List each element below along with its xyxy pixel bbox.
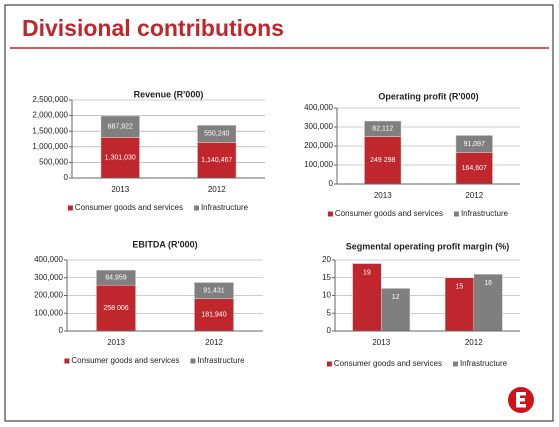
legend-label: Consumer goods and services: [334, 359, 442, 368]
value-label: 12: [392, 294, 400, 301]
legend: Consumer goods and services Infrastructur…: [67, 203, 249, 212]
legend-label: Infrastructure: [201, 203, 249, 212]
value-label: 1,301,030: [105, 155, 136, 162]
legend-label: Consumer goods and services: [71, 356, 179, 365]
value-label: 258 006: [103, 305, 128, 312]
x-tick-label: 2012: [465, 191, 483, 200]
y-tick-label: 15: [322, 273, 331, 282]
bar-segment: [194, 298, 234, 332]
chart-title: EBITDA (R'000): [132, 239, 197, 249]
bar-segment: [197, 142, 237, 179]
chart-panel: EBITDA (R'000) 0 100,000 200,000 300,000 400,…: [34, 239, 263, 365]
y-tick-label: 400,000: [34, 255, 63, 264]
legend: Consumer goods and services Infrastructur…: [327, 209, 509, 218]
value-label: 16: [484, 280, 492, 287]
legend-marker: [452, 361, 458, 367]
page-title: Divisional contributions: [22, 15, 284, 41]
value-label: 91,097: [464, 141, 486, 148]
value-label: 19: [363, 269, 371, 276]
bar-segment: [455, 135, 493, 153]
legend: Consumer goods and services Infrastructur…: [64, 356, 245, 365]
value-label: 1,140,467: [201, 157, 232, 164]
y-tick-label: 1,000,000: [32, 142, 68, 151]
y-tick-label: 100,000: [304, 160, 333, 169]
legend-marker: [193, 205, 199, 211]
value-label: 82,112: [372, 126, 393, 133]
legend-label: Consumer goods and services: [75, 203, 183, 212]
x-tick-label: 2012: [205, 338, 223, 347]
bar-segment: [100, 115, 140, 138]
logo: [508, 387, 534, 413]
value-label: 181,940: [201, 312, 226, 319]
y-tick-label: 0: [64, 173, 69, 182]
chart-title: Operating profit (R'000): [378, 91, 478, 101]
legend-label: Consumer goods and services: [335, 209, 443, 218]
y-tick-label: 2,000,000: [32, 111, 68, 120]
bar-segment: [100, 137, 140, 179]
value-label: 164,607: [462, 165, 487, 172]
bar: [381, 288, 411, 332]
y-tick-label: 0: [327, 326, 332, 335]
bar-segment: [96, 269, 136, 286]
slide-border: [4, 4, 554, 422]
y-tick-label: 2,500,000: [32, 95, 68, 104]
bar-segment: [364, 136, 402, 185]
legend: Consumer goods and services Infrastructur…: [326, 359, 508, 368]
chart-title: Segmental operating profit margin (%): [346, 241, 510, 251]
bar-segment: [364, 120, 402, 137]
y-tick-label: 300,000: [34, 273, 63, 282]
value-label: 550,240: [204, 131, 229, 138]
y-tick-label: 200,000: [304, 141, 333, 150]
legend-label: Infrastructure: [460, 359, 508, 368]
bar-segment: [197, 124, 237, 143]
x-tick-label: 2013: [372, 338, 390, 347]
y-tick-label: 100,000: [34, 308, 63, 317]
y-tick-label: 500,000: [39, 158, 68, 167]
y-tick-label: 10: [322, 291, 331, 300]
legend-marker: [327, 211, 333, 217]
x-tick-label: 2013: [111, 185, 129, 194]
legend-marker: [64, 358, 70, 364]
bar: [352, 263, 382, 332]
bar-segment: [455, 152, 493, 185]
legend-marker: [190, 358, 196, 364]
x-tick-label: 2013: [107, 338, 125, 347]
value-label: 687,922: [108, 124, 133, 131]
y-tick-label: 400,000: [304, 103, 333, 112]
chart-title: Revenue (R'000): [134, 89, 204, 99]
y-tick-label: 0: [329, 179, 334, 188]
y-tick-label: 5: [327, 308, 332, 317]
x-tick-label: 2013: [374, 191, 392, 200]
x-tick-label: 2012: [465, 338, 483, 347]
chart-panel: Segmental operating profit margin (%) 0 5 1…: [322, 241, 520, 368]
value-label: 249 298: [370, 157, 395, 164]
y-tick-label: 300,000: [304, 122, 333, 131]
legend-label: Infrastructure: [197, 356, 245, 365]
legend-marker: [326, 361, 332, 367]
value-label: 84,959: [105, 275, 127, 282]
chart-panel: Operating profit (R'000) 0 100,000 200,000 3…: [304, 91, 520, 218]
y-tick-label: 200,000: [34, 291, 63, 300]
logo-mark: [516, 392, 526, 408]
chart-panel: Revenue (R'000) 0 500,000 1,000,000 1,500,00…: [32, 89, 265, 212]
value-label: 15: [456, 284, 464, 291]
legend-marker: [67, 205, 73, 211]
y-tick-label: 0: [59, 326, 64, 335]
legend-marker: [453, 211, 459, 217]
y-tick-label: 20: [322, 255, 331, 264]
bar-segment: [194, 282, 234, 299]
bar: [473, 273, 503, 332]
bar-segment: [96, 284, 136, 332]
value-label: 91,431: [203, 287, 225, 294]
x-tick-label: 2012: [208, 185, 226, 194]
y-tick-label: 1,500,000: [32, 126, 68, 135]
legend-label: Infrastructure: [461, 209, 509, 218]
